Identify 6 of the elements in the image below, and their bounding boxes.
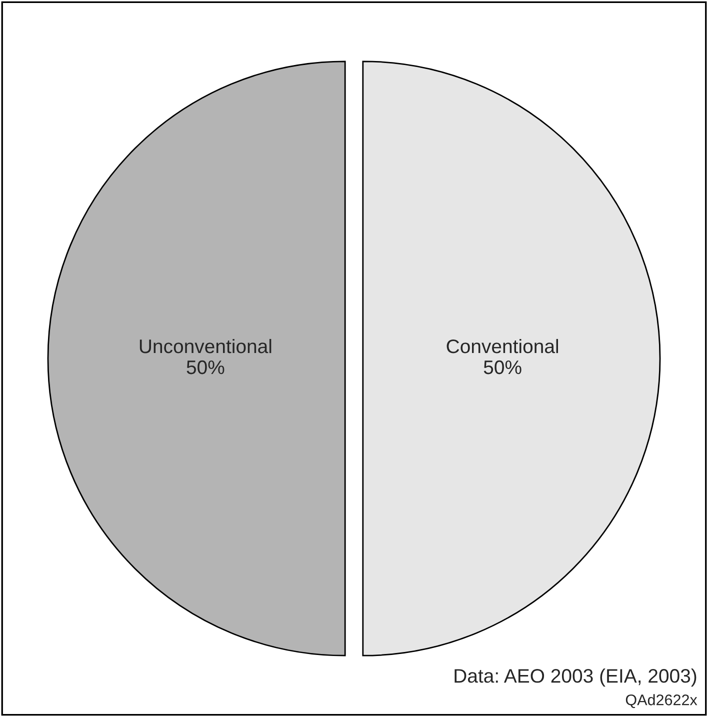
data-label: 50%: [484, 360, 522, 374]
slice-label: Conventional: [446, 338, 558, 354]
text: QAd2622x: [626, 694, 698, 708]
slice-label: Unconventional: [140, 338, 272, 354]
text: Data: AEO 2003 (EIA, 2003): [454, 668, 696, 687]
data-label: 50%: [186, 360, 224, 374]
